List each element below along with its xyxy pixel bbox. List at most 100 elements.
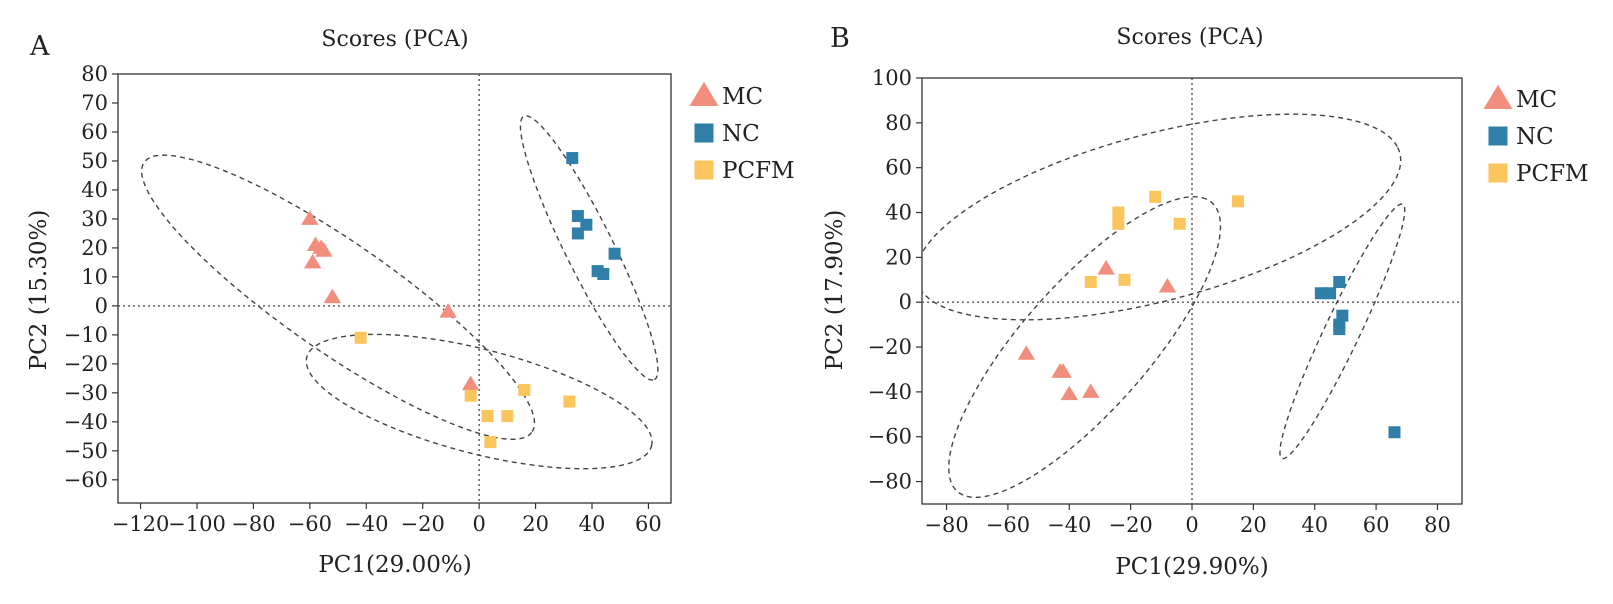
data-point-pcfm [484, 436, 497, 449]
y-tick-label: −20 [868, 335, 912, 359]
confidence-ellipse-mc [947, 195, 1222, 499]
y-tick-label: 50 [81, 149, 108, 173]
data-point-pcfm [1112, 217, 1125, 230]
x-tick-label: −40 [344, 512, 388, 536]
data-point-pcfm [354, 331, 367, 344]
data-point-pcfm [1232, 195, 1245, 208]
data-point-pcfm [1173, 217, 1186, 230]
x-axis-ticks-b: −80 −60 −40 −20 0 20 40 60 80 [924, 504, 1451, 537]
data-point-mc [301, 210, 319, 225]
y-tick-label: −60 [64, 468, 108, 492]
data-point-pcfm [464, 389, 477, 402]
data-point-pcfm [1149, 190, 1162, 203]
y-tick-label: 80 [81, 62, 108, 86]
x-tick-label: −80 [231, 512, 275, 536]
triangle-marker-icon [689, 81, 719, 106]
x-tick-label: 80 [1424, 513, 1451, 537]
data-point-nc [1388, 426, 1401, 439]
data-point-nc [597, 268, 610, 281]
x-tick-label: −120 [112, 512, 170, 536]
x-tick-label: −40 [1047, 513, 1091, 537]
data-point-mc [303, 253, 322, 269]
x-tick-label: 0 [1185, 513, 1198, 537]
x-tick-label: 60 [635, 512, 662, 536]
y-tick-label: 60 [81, 120, 108, 144]
square-marker-icon [694, 123, 714, 143]
y-tick-label: −50 [64, 439, 108, 463]
confidence-ellipse-pcfm [305, 333, 653, 470]
legend-label-mc: MC [1516, 87, 1557, 113]
data-point-pcfm [481, 410, 494, 423]
y-tick-label: 30 [81, 207, 108, 231]
data-point-nc [571, 227, 584, 240]
plot-frame-a [117, 73, 672, 504]
y-axis-label-a: PC2 (15.30%) [26, 210, 52, 371]
data-point-mc [1158, 277, 1177, 293]
square-marker-icon [1488, 126, 1508, 146]
y-axis-ticks-a: 80 70 60 50 40 30 20 10 0 −10 −20 −30 −40 −50 −60 [64, 62, 118, 492]
data-point-mc [1054, 363, 1072, 378]
x-tick-label: 20 [1240, 513, 1267, 537]
y-tick-label: 20 [81, 236, 108, 260]
legend-label-mc: MC [722, 84, 763, 110]
y-axis-label-b: PC2 (17.90%) [822, 210, 848, 371]
plot-body-a [118, 74, 671, 503]
confidence-ellipse-pcfm [922, 113, 1402, 321]
data-point-pcfm [1112, 206, 1125, 219]
data-point-mc [1082, 383, 1100, 398]
confidence-ellipse-mc [140, 154, 536, 441]
x-tick-label: −20 [1108, 513, 1152, 537]
legend-label-nc: NC [722, 121, 760, 147]
y-tick-label: −30 [64, 381, 108, 405]
data-point-nc [1314, 287, 1327, 300]
x-tick-label: −100 [168, 512, 226, 536]
x-tick-label: 0 [472, 512, 485, 536]
legend-b: MC NC PCFM [1483, 84, 1589, 187]
y-tick-label: 80 [885, 111, 912, 135]
x-axis-label-a: PC1(29.00%) [318, 552, 471, 578]
data-point-mc [1017, 345, 1036, 360]
square-marker-icon [694, 160, 714, 180]
data-point-mc [461, 375, 480, 391]
data-point-pcfm [1118, 273, 1131, 286]
y-tick-label: 60 [885, 156, 912, 180]
panel-label-b: B [830, 23, 850, 54]
chart-title-a: Scores (PCA) [321, 27, 468, 52]
data-point-mc [1060, 385, 1078, 401]
x-tick-label: −80 [924, 513, 968, 537]
y-tick-label: 10 [81, 265, 108, 289]
data-point-nc [1324, 287, 1337, 300]
data-point-pcfm [501, 410, 514, 423]
x-axis-ticks-a: −120−100 −80 −60 −40 −20 0 20 40 60 [112, 503, 662, 536]
data-point-nc [1333, 323, 1346, 336]
data-point-mc [323, 288, 342, 304]
y-tick-label: −10 [64, 323, 108, 347]
confidence-ellipse-nc [519, 115, 659, 381]
confidence-ellipse-nc [1279, 203, 1406, 460]
x-tick-label: 60 [1363, 513, 1390, 537]
plot-body-b [922, 78, 1462, 504]
x-tick-label: −20 [401, 512, 445, 536]
y-tick-label: −40 [868, 380, 912, 404]
y-tick-label: 20 [885, 245, 912, 269]
data-point-mc [315, 242, 333, 257]
legend-label-pcfm: PCFM [722, 158, 795, 184]
y-tick-label: −60 [868, 425, 912, 449]
x-tick-label: −60 [986, 513, 1030, 537]
x-tick-label: 20 [522, 512, 549, 536]
y-tick-label: 70 [81, 91, 108, 115]
chart-title-b: Scores (PCA) [1116, 25, 1263, 50]
x-tick-label: −60 [288, 512, 332, 536]
data-point-nc [566, 152, 579, 165]
data-point-pcfm [1084, 276, 1097, 289]
x-tick-label: 40 [1301, 513, 1328, 537]
x-axis-label-b: PC1(29.90%) [1115, 554, 1268, 580]
y-axis-ticks-b: 100 80 60 40 20 0 −20 −40 −60 −80 [868, 66, 922, 494]
y-tick-label: −80 [868, 470, 912, 494]
x-tick-label: 40 [579, 512, 606, 536]
panel-a: A Scores (PCA) −120−100 −80 −60 −40 −20 0 20 40… [26, 27, 795, 578]
legend-label-nc: NC [1516, 124, 1554, 150]
panel-b: B Scores (PCA) −80 −60 −40 −20 0 20 40 60 80 100… [822, 23, 1589, 580]
data-point-pcfm [563, 395, 576, 408]
